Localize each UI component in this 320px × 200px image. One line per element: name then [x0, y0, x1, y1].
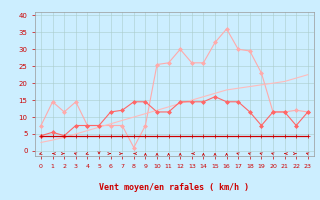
Text: Vent moyen/en rafales ( km/h ): Vent moyen/en rafales ( km/h ) — [100, 183, 249, 192]
